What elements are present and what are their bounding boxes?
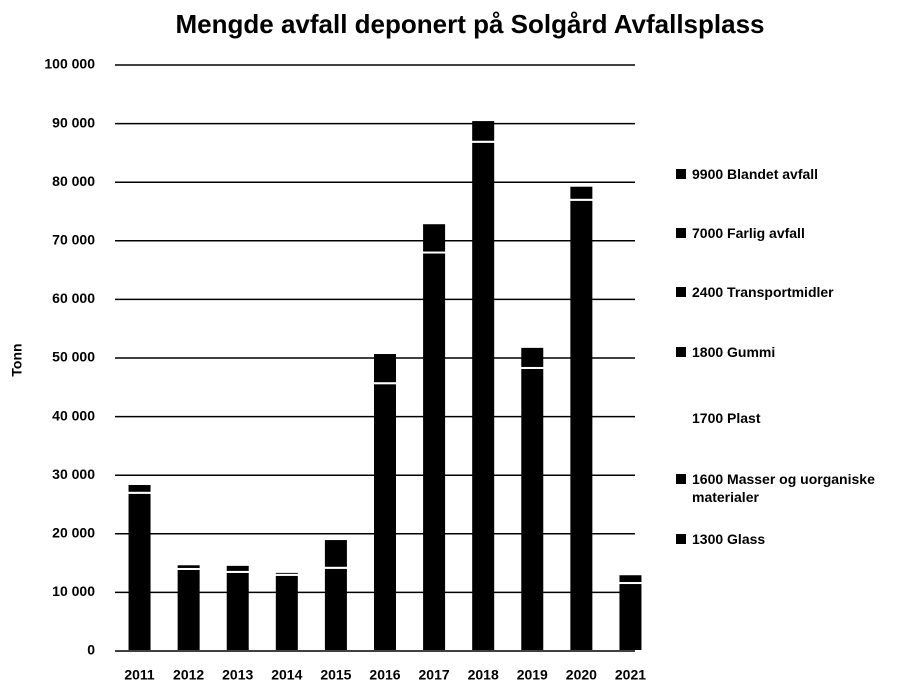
chart-title: Mengde avfall deponert på Solgård Avfall…	[176, 9, 765, 39]
y-tick-label: 70 000	[52, 232, 95, 248]
legend-label: 1300 Glass	[692, 531, 766, 547]
y-tick-label: 100 000	[44, 56, 95, 72]
legend-swatch	[676, 169, 686, 179]
y-tick-label: 20 000	[52, 525, 95, 541]
bar-segment	[175, 563, 202, 570]
legend-item: 7000 Farlig avfall	[676, 224, 805, 242]
y-tick-label: 80 000	[52, 173, 95, 189]
legend-swatch	[676, 347, 686, 357]
x-tick-label: 2011	[124, 667, 155, 683]
x-tick-label: 2018	[468, 667, 499, 683]
bar-segment	[322, 538, 349, 569]
y-axis-label: Tonn	[9, 343, 25, 376]
bar-segment	[322, 566, 349, 653]
bar-segment	[421, 222, 448, 254]
x-tick-label: 2012	[173, 667, 204, 683]
bar-segment	[617, 573, 644, 585]
y-tick-label: 50 000	[52, 349, 95, 365]
y-tick-label: 10 000	[52, 583, 95, 599]
x-tick-label: 2021	[615, 667, 646, 683]
legend-item: 9900 Blandet avfall	[676, 165, 818, 183]
bar-segment	[224, 563, 251, 573]
y-tick-label: 40 000	[52, 407, 95, 423]
bar-segment	[568, 184, 595, 201]
x-tick-label: 2019	[517, 667, 548, 683]
legend-swatch	[676, 413, 686, 423]
legend-label: 7000 Farlig avfall	[692, 225, 805, 241]
y-tick-label: 60 000	[52, 290, 95, 306]
bar-segment	[175, 567, 202, 653]
x-tick-label: 2020	[566, 667, 597, 683]
bar-segment	[224, 570, 251, 653]
legend-label: 1700 Plast	[692, 410, 761, 426]
legend-swatch	[676, 474, 686, 484]
bar-segment	[421, 251, 448, 653]
bar-segment	[273, 573, 300, 653]
legend-item: 1300 Glass	[676, 530, 765, 548]
y-tick-label: 30 000	[52, 466, 95, 482]
legend-swatch	[676, 287, 686, 297]
legend-label: 1600 Masser og uorganiske materialer	[692, 471, 875, 505]
bar-segment	[617, 582, 644, 652]
bar-segment	[126, 482, 153, 494]
legend-item: 1700 Plast	[676, 409, 761, 427]
x-tick-label: 2015	[320, 667, 351, 683]
bar-segment	[568, 198, 595, 652]
x-tick-label: 2014	[271, 667, 302, 683]
legend-item: 2400 Transportmidler	[676, 283, 834, 301]
y-tick-label: 90 000	[52, 114, 95, 130]
bar-segment	[372, 382, 398, 652]
legend-label: 1800 Gummi	[692, 344, 776, 360]
legend-swatch	[676, 228, 686, 238]
y-tick-label: 0	[87, 642, 95, 658]
bar-segment	[519, 366, 546, 652]
x-tick-label: 2017	[419, 667, 450, 683]
bar-segment	[470, 119, 497, 143]
x-tick-label: 2013	[222, 667, 253, 683]
bar-segment	[126, 491, 153, 652]
bar-segment	[470, 140, 497, 653]
legend-label: 9900 Blandet avfall	[692, 166, 819, 182]
x-tick-label: 2016	[369, 667, 400, 683]
legend-item: 1800 Gummi	[676, 343, 775, 361]
bar-segment	[273, 570, 300, 576]
legend-item: 1600 Masser og uorganiske materialer	[676, 470, 916, 506]
legend-swatch	[676, 534, 686, 544]
legend-label: 2400 Transportmidler	[692, 284, 834, 300]
